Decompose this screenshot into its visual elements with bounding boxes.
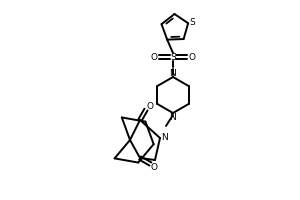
Text: S: S bbox=[170, 52, 176, 62]
Text: S: S bbox=[189, 18, 195, 27]
Text: N: N bbox=[169, 112, 176, 121]
Text: O: O bbox=[146, 102, 154, 111]
Text: N: N bbox=[162, 134, 168, 142]
Text: O: O bbox=[151, 162, 158, 171]
Text: N: N bbox=[169, 68, 176, 77]
Text: O: O bbox=[151, 52, 158, 62]
Text: O: O bbox=[188, 52, 196, 62]
